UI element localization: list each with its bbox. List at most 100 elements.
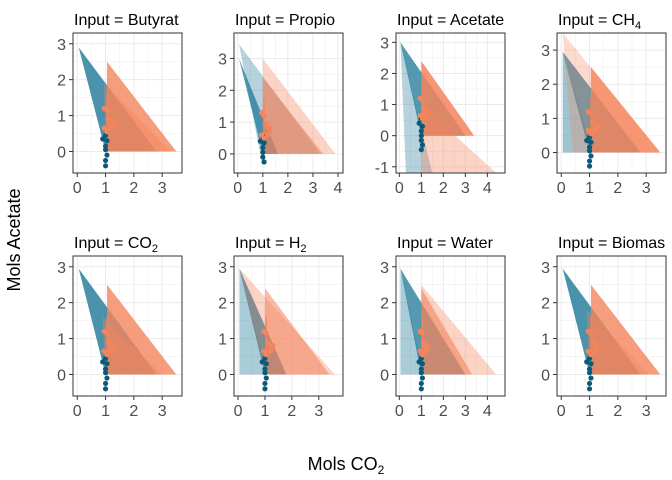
blue-point bbox=[263, 375, 269, 381]
orange-point bbox=[104, 107, 110, 113]
blue-point bbox=[418, 137, 424, 143]
facet-panels: Input = Butyrat 0 1 2 3 0 1 2 3 Input = Propio 0 1 2… bbox=[57, 12, 667, 420]
facet-title: Input = CO2 bbox=[74, 235, 158, 255]
facet-title-text: Input = Acetate bbox=[397, 12, 504, 29]
x-tick-label: 0 bbox=[233, 180, 242, 197]
y-tick-label: 2 bbox=[541, 296, 550, 313]
panel-border bbox=[556, 32, 667, 174]
blue-point bbox=[588, 153, 594, 159]
orange-point bbox=[108, 125, 114, 131]
blue-point bbox=[260, 144, 266, 151]
x-tick-label: 0 bbox=[73, 403, 82, 420]
x-tick-label: 1 bbox=[585, 403, 594, 420]
orange-point bbox=[263, 330, 269, 336]
blue-point bbox=[418, 380, 424, 387]
orange-feasible-region bbox=[239, 268, 335, 375]
y-tick-label: 1 bbox=[57, 109, 66, 126]
blue-feasible-region bbox=[78, 268, 157, 375]
x-tick-label: 2 bbox=[439, 180, 448, 197]
blue-point bbox=[586, 158, 593, 164]
y-tick-label: 1 bbox=[218, 332, 227, 349]
blue-point bbox=[104, 375, 110, 381]
y-tick-label: 3 bbox=[218, 51, 227, 68]
y-tick-label: 3 bbox=[380, 35, 389, 52]
facet-title: Input = Biomas bbox=[558, 235, 665, 252]
blue-point bbox=[418, 386, 424, 392]
blue-point bbox=[104, 138, 110, 144]
panel-border bbox=[395, 32, 506, 174]
orange-point bbox=[270, 343, 276, 349]
blue-point bbox=[100, 359, 106, 365]
blue-point bbox=[259, 359, 265, 365]
y-tick-label: 1 bbox=[218, 115, 227, 132]
x-tick-label: 1 bbox=[101, 403, 110, 420]
panel-border bbox=[72, 32, 183, 174]
blue-point bbox=[418, 147, 424, 153]
panel-border bbox=[395, 255, 506, 397]
orange-feasible-region bbox=[591, 67, 661, 153]
y-tick-label: 0 bbox=[57, 144, 66, 161]
blue-point bbox=[419, 142, 426, 148]
y-tick-label: 3 bbox=[218, 260, 227, 277]
x-tick-label: 0 bbox=[234, 403, 243, 420]
panel-8: Input = Biomas 0 1 2 3 0 1 2 3 bbox=[541, 235, 667, 420]
blue-point bbox=[586, 148, 593, 154]
facet-title: Input = Acetate bbox=[397, 12, 504, 29]
y-tick-label: 0 bbox=[218, 147, 227, 164]
facet-title: Input = CH4 bbox=[558, 12, 641, 32]
blue-point bbox=[263, 361, 269, 367]
orange-point bbox=[111, 120, 117, 126]
y-tick-label: 1 bbox=[541, 332, 550, 349]
orange-point bbox=[419, 97, 426, 103]
blue-point bbox=[416, 120, 422, 126]
blue-point bbox=[584, 359, 590, 365]
orange-point bbox=[425, 108, 431, 114]
x-tick-label: 3 bbox=[642, 180, 651, 197]
blue-point bbox=[419, 375, 426, 381]
y-tick-label: 0 bbox=[380, 367, 389, 384]
y-tick-label: 2 bbox=[380, 66, 389, 83]
x-tick-label: 3 bbox=[642, 403, 651, 420]
blue-point bbox=[586, 163, 593, 169]
y-tick-label: 0 bbox=[380, 129, 389, 146]
blue-point bbox=[102, 386, 109, 392]
orange-point bbox=[265, 132, 271, 138]
y-tick-label: 1 bbox=[57, 332, 66, 349]
blue-point bbox=[586, 386, 593, 392]
x-tick-label: 2 bbox=[129, 403, 138, 420]
orange-point bbox=[419, 330, 426, 336]
facet-title-text: Input = Water bbox=[397, 235, 494, 252]
orange-point bbox=[263, 352, 269, 358]
orange-point bbox=[265, 339, 271, 345]
x-tick-label: 2 bbox=[613, 180, 622, 197]
orange-point bbox=[111, 343, 117, 349]
facet-title: Input = Butyrat bbox=[74, 12, 179, 29]
y-tick-label: 2 bbox=[541, 77, 550, 94]
blue-point bbox=[588, 139, 594, 145]
orange-point bbox=[588, 131, 594, 137]
orange-feasible-region bbox=[265, 288, 330, 375]
orange-point bbox=[423, 112, 429, 119]
y-tick-label: 2 bbox=[218, 83, 227, 100]
panel-4: Input = CH4 0 1 2 3 0 1 2 3 bbox=[541, 12, 667, 197]
y-tick-label: 0 bbox=[218, 367, 227, 384]
blue-point bbox=[102, 163, 109, 169]
blue-point bbox=[260, 149, 266, 155]
orange-feasible-region bbox=[262, 77, 323, 154]
orange-point bbox=[104, 129, 110, 135]
blue-feasible-region bbox=[78, 47, 157, 152]
blue-feasible-region bbox=[400, 268, 466, 375]
x-tick-label: 0 bbox=[395, 180, 404, 197]
data-layer bbox=[239, 268, 335, 392]
x-tick-label: 0 bbox=[557, 403, 566, 420]
x-tick-label: 2 bbox=[613, 403, 622, 420]
x-tick-label: 0 bbox=[395, 403, 404, 420]
facet-title-text: Input = Propio bbox=[235, 12, 335, 29]
facet-title-text: Input = CO bbox=[74, 235, 152, 252]
y-tick-label: 0 bbox=[57, 367, 66, 384]
blue-point bbox=[419, 361, 426, 367]
x-tick-label: 2 bbox=[129, 180, 138, 197]
data-layer bbox=[400, 42, 497, 173]
